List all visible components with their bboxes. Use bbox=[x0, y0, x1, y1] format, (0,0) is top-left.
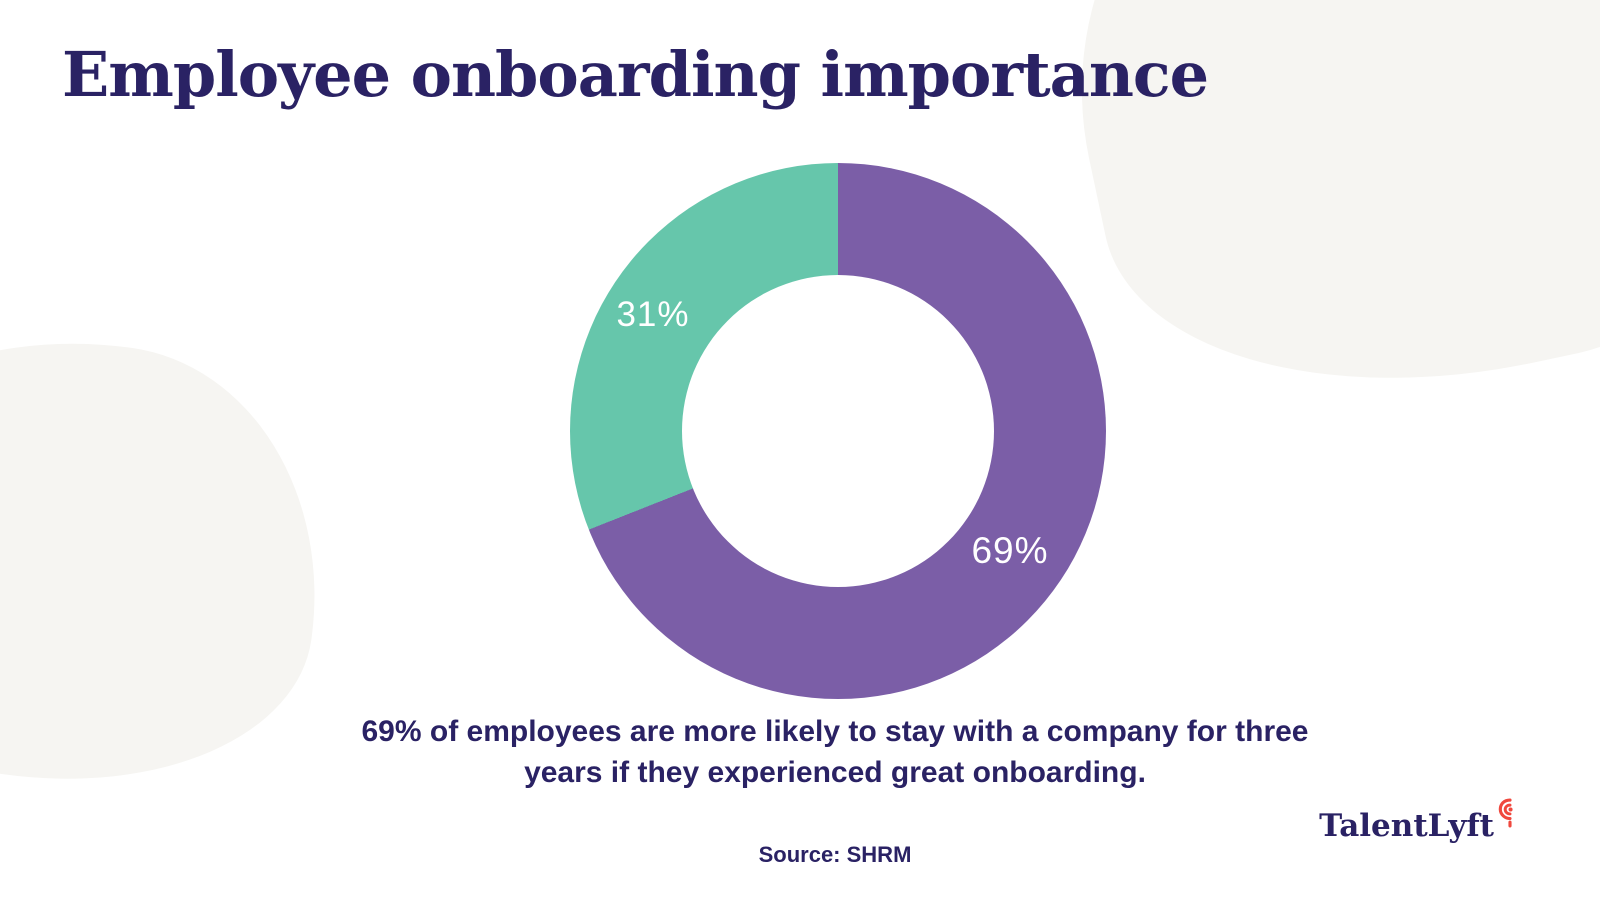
slice-label-69: 69% bbox=[971, 530, 1049, 571]
page-title: Employee onboarding importance bbox=[62, 38, 1209, 111]
chart-caption: 69% of employees are more likely to stay… bbox=[361, 715, 1309, 789]
slice-label-31: 31% bbox=[616, 295, 690, 334]
talentlyft-logo-icon bbox=[1498, 797, 1522, 834]
donut-hole bbox=[682, 275, 994, 587]
talentlyft-logo: TalentLyft bbox=[1319, 797, 1522, 842]
talentlyft-logo-text: TalentLyft bbox=[1319, 808, 1494, 844]
donut-chart: 31% 69% bbox=[570, 163, 1106, 699]
decorative-blob-bottom-left bbox=[0, 305, 349, 815]
source-note: Source: SHRM bbox=[758, 842, 912, 867]
